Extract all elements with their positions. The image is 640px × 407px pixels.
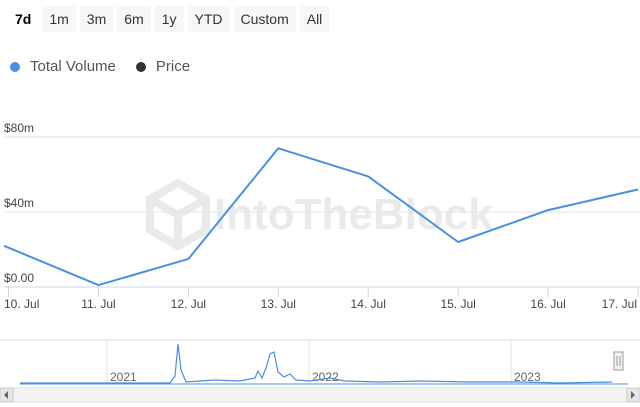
x-tick-label: 12. Jul (171, 297, 206, 311)
range-button-3m[interactable]: 3m (79, 6, 114, 32)
range-button-6m[interactable]: 6m (117, 6, 151, 32)
range-button-7d[interactable]: 7d (8, 6, 39, 32)
watermark-text: IntoTheBlock (214, 190, 493, 239)
x-tick-label: 11. Jul (81, 297, 115, 311)
x-tick-label: 14. Jul (351, 297, 386, 311)
y-tick-label: $0.00 (4, 271, 34, 285)
legend-marker (10, 61, 20, 72)
range-selector: 7d 1m 3m 6m 1y YTD Custom All (8, 6, 330, 32)
legend-label: Price (155, 58, 191, 75)
x-tick-label: 15. Jul (440, 297, 475, 311)
watermark: IntoTheBlock (146, 178, 493, 251)
range-button-all[interactable]: All (299, 6, 330, 32)
x-tick-label: 10. Jul (4, 297, 39, 311)
scrollbar[interactable] (0, 387, 640, 403)
legend-item-price[interactable]: Price (135, 58, 191, 75)
x-tick-label: 16. Jul (530, 297, 565, 311)
scrollbar-track[interactable] (0, 387, 640, 403)
legend-item-total-volume[interactable]: Total Volume (10, 58, 116, 75)
watermark-logo-icon (146, 178, 210, 251)
x-axis: 10. Jul 11. Jul 12. Jul 13. Jul 14. Jul 15. J… (4, 286, 640, 311)
navigator-year-label: 2022 (312, 370, 339, 384)
y-axis-labels: $0.00 $40m $80m (4, 121, 34, 285)
arrow-right-icon (631, 391, 635, 399)
x-tick-label: 13. Jul (261, 297, 296, 311)
range-button-1m[interactable]: 1m (42, 6, 76, 32)
arrow-left-icon (4, 391, 8, 399)
navigator-year-label: 2023 (514, 370, 541, 384)
legend-marker (135, 61, 146, 72)
series-total-volume (3, 147, 639, 287)
range-button-1y[interactable]: 1y (154, 6, 184, 32)
navigator[interactable]: 2021 2022 2023 (0, 339, 640, 403)
navigator-series-line (20, 343, 613, 384)
chart-legend: Total Volume Price (10, 58, 190, 75)
y-tick-label: $40m (4, 196, 34, 210)
y-tick-label: $80m (4, 121, 34, 135)
legend-label: Total Volume (30, 58, 116, 75)
range-button-custom[interactable]: Custom (233, 6, 296, 32)
grid-lines (4, 136, 640, 213)
navigator-year-label: 2021 (110, 370, 137, 384)
x-tick-label: 17. Jul (602, 297, 637, 311)
navigator-handle[interactable] (613, 351, 624, 371)
series-line (3, 147, 639, 287)
range-button-ytd[interactable]: YTD (187, 6, 230, 32)
